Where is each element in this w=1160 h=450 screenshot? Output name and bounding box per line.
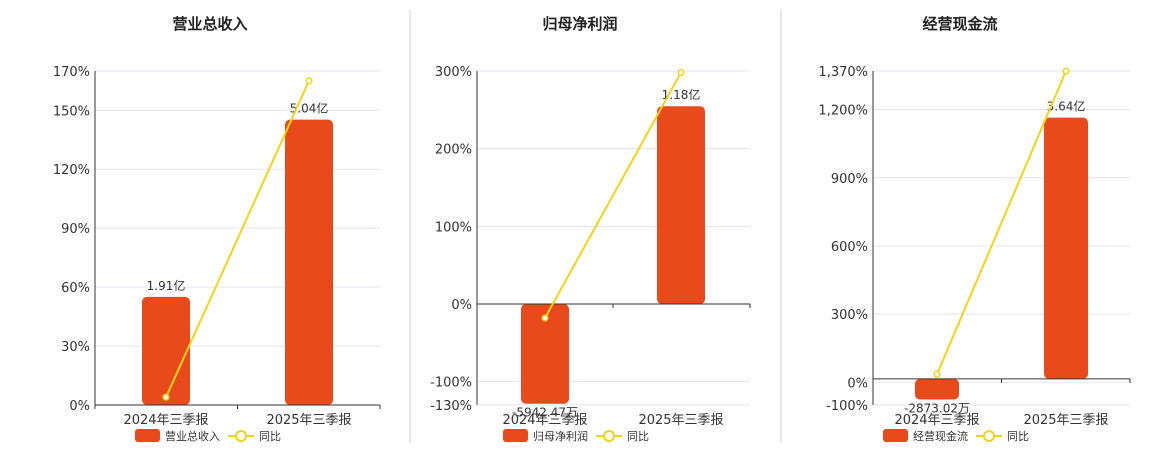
- y-tick-label: -100%: [826, 399, 868, 414]
- y-tick-label: -100%: [430, 376, 472, 391]
- legend-line-label: 同比: [1007, 430, 1029, 443]
- y-tick-label: 600%: [831, 240, 868, 255]
- y-tick-label: 1,370%: [818, 65, 868, 80]
- y-tick-label: 90%: [61, 222, 90, 237]
- bar: [521, 304, 569, 404]
- legend-line-marker: [603, 430, 615, 442]
- y-tick-label: 300%: [435, 65, 472, 80]
- legend-line-marker: [235, 430, 247, 442]
- legend-line-label: 同比: [259, 430, 281, 443]
- bar-value-label: -5942.47万: [512, 406, 578, 420]
- bar-value-label: 1.91亿: [147, 278, 186, 293]
- chart-title: 经营现金流: [922, 15, 997, 33]
- x-tick-label: 2024年三季报: [123, 413, 208, 428]
- legend-bar-swatch: [135, 429, 160, 442]
- yoy-point: [541, 314, 549, 322]
- yoy-point: [1062, 67, 1070, 75]
- yoy-line: [936, 70, 1067, 375]
- legend-bar-swatch: [503, 429, 528, 442]
- bar: [142, 296, 190, 405]
- chart-title: 营业总收入: [172, 15, 247, 33]
- y-tick-label: 900%: [831, 172, 868, 187]
- bar: [285, 119, 333, 405]
- legend-bar-label: 营业总收入: [165, 429, 220, 443]
- yoy-line: [165, 80, 310, 398]
- y-tick-label: 200%: [435, 143, 472, 158]
- legend-line-label: 同比: [627, 430, 649, 443]
- bar: [657, 106, 705, 305]
- x-tick-label: 2025年三季报: [638, 413, 723, 428]
- y-tick-label: 0%: [69, 399, 90, 414]
- yoy-point: [162, 393, 170, 401]
- x-tick-label: 2025年三季报: [1023, 413, 1108, 428]
- yoy-point: [933, 370, 941, 378]
- yoy-line: [544, 72, 682, 319]
- y-tick-label: 60%: [61, 281, 90, 296]
- y-tick-label: 120%: [53, 163, 90, 178]
- y-tick-label: 300%: [831, 308, 868, 323]
- y-tick-label: 30%: [61, 340, 90, 355]
- legend-bar-label: 归母净利润: [533, 429, 588, 443]
- y-tick-label: 0%: [847, 376, 868, 391]
- x-tick-label: 2024年三季报: [502, 413, 587, 428]
- legend-bar-label: 经营现金流: [913, 429, 968, 443]
- bar: [1044, 117, 1088, 379]
- bar-value-label: 3.64亿: [1047, 99, 1086, 114]
- y-tick-label: 1,200%: [818, 104, 868, 119]
- bar-value-label: 5.04亿: [290, 101, 329, 116]
- y-tick-label: 150%: [53, 104, 90, 119]
- y-tick-label: 100%: [435, 220, 472, 235]
- chart-title: 归母净利润: [542, 15, 617, 33]
- x-tick-label: 2024年三季报: [894, 413, 979, 428]
- y-tick-label: 0%: [451, 298, 472, 313]
- bar: [915, 378, 959, 400]
- bar-value-label: -2873.02万: [904, 401, 970, 415]
- yoy-point: [677, 69, 685, 77]
- legend-bar-swatch: [883, 429, 908, 442]
- yoy-point: [305, 77, 313, 85]
- y-tick-label: 170%: [53, 65, 90, 80]
- legend-line-marker: [983, 430, 995, 442]
- y-tick-label: -130%: [430, 399, 472, 414]
- x-tick-label: 2025年三季报: [266, 413, 351, 428]
- bar-value-label: 1.18亿: [662, 87, 701, 102]
